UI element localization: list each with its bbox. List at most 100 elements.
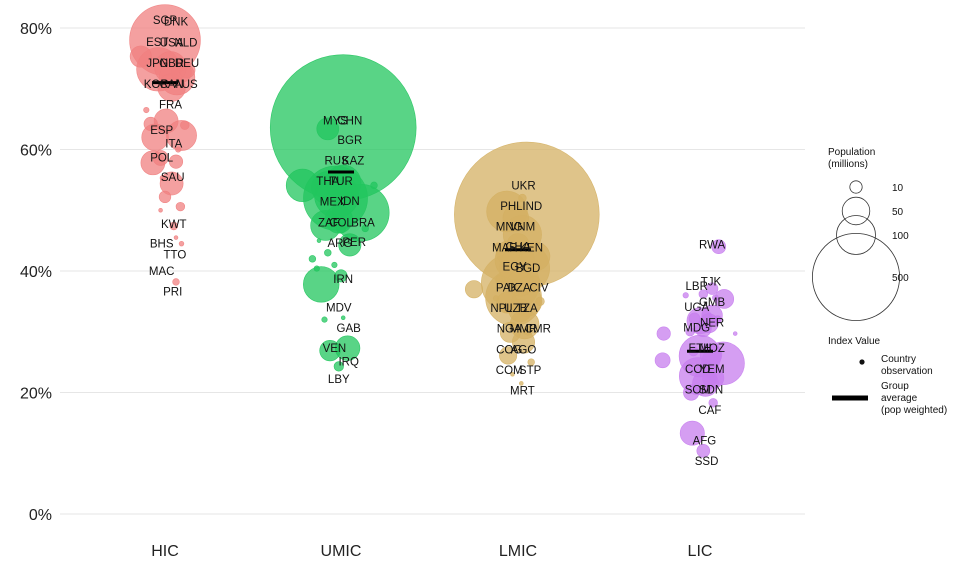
y-tick-label: 80% bbox=[20, 21, 52, 38]
country-bubble bbox=[699, 343, 723, 366]
country-code-label: CMR bbox=[525, 324, 551, 336]
country-bubble bbox=[335, 223, 347, 234]
country-bubble bbox=[316, 238, 322, 243]
country-code-label: TTO bbox=[164, 250, 187, 262]
country-code-label: BHS bbox=[150, 239, 174, 251]
country-bubble bbox=[702, 366, 725, 389]
country-code-label: ESP bbox=[150, 125, 173, 137]
country-code-label: DNK bbox=[164, 16, 189, 28]
country-bubble bbox=[129, 45, 152, 68]
country-code-label: SGP bbox=[153, 15, 178, 27]
data-points bbox=[129, 4, 745, 458]
country-bubble bbox=[705, 282, 719, 295]
country-code-label: LBY bbox=[328, 374, 350, 386]
country-code-label: AGO bbox=[511, 344, 537, 356]
country-bubble bbox=[321, 316, 328, 323]
country-bubble bbox=[711, 239, 727, 255]
country-bubble bbox=[510, 372, 515, 377]
country-code-label: COL bbox=[329, 217, 353, 229]
legend-size-circle bbox=[849, 180, 863, 194]
country-code-label: RUS bbox=[324, 155, 349, 167]
country-bubble bbox=[685, 327, 695, 337]
country-code-label: TZA bbox=[516, 303, 538, 315]
country-bubble bbox=[333, 361, 344, 372]
country-code-label: MOZ bbox=[699, 343, 725, 355]
country-bubble bbox=[311, 171, 345, 205]
legend-size-circle bbox=[836, 215, 876, 255]
y-axis-ticks: 0% 20% 40% 60% 80% bbox=[20, 21, 52, 524]
country-code-label: COD bbox=[685, 364, 711, 376]
country-bubble bbox=[679, 420, 705, 446]
country-code-label: SOM bbox=[685, 384, 711, 396]
y-tick-label: 0% bbox=[29, 507, 52, 524]
country-code-label: ITA bbox=[165, 138, 182, 150]
country-bubble bbox=[175, 201, 186, 212]
country-code-label: UKR bbox=[511, 180, 535, 192]
country-code-label: GMB bbox=[699, 297, 726, 309]
country-code-label: NGA bbox=[497, 324, 522, 336]
country-code-label: MMR bbox=[510, 324, 537, 336]
country-code-label: TJK bbox=[701, 276, 722, 288]
x-axis-categories: HIC UMIC LMIC LIC bbox=[151, 543, 712, 560]
country-bubble bbox=[464, 280, 484, 299]
country-bubble bbox=[502, 204, 530, 232]
country-bubble bbox=[499, 321, 521, 343]
country-bubble bbox=[331, 261, 338, 268]
country-bubble bbox=[175, 146, 182, 153]
country-code-label: IRQ bbox=[338, 357, 359, 369]
country-code-label: GAB bbox=[337, 323, 362, 335]
country-code-label: KEN bbox=[519, 242, 543, 254]
country-code-label: IND bbox=[522, 201, 542, 213]
country-bubble bbox=[694, 320, 712, 338]
legend-group-average: Group average (pop weighted) bbox=[881, 381, 947, 416]
country-bubble bbox=[340, 315, 346, 321]
country-code-label: CAN bbox=[159, 79, 183, 91]
country-bubble bbox=[178, 240, 185, 247]
country-bubble bbox=[338, 233, 362, 257]
country-bubble bbox=[499, 346, 518, 365]
country-bubble bbox=[713, 315, 722, 324]
country-code-label: BRA bbox=[351, 217, 375, 229]
country-bubble bbox=[732, 331, 738, 336]
country-code-label: MDV bbox=[326, 302, 352, 314]
legend-country-observation: Country observation bbox=[881, 354, 933, 377]
country-code-label: ETH bbox=[689, 343, 712, 355]
legend-size-label: 50 bbox=[892, 207, 904, 218]
country-bubble bbox=[180, 120, 190, 130]
country-bubble bbox=[172, 278, 180, 286]
country-code-label: LBR bbox=[686, 281, 708, 293]
country-bubble bbox=[143, 106, 150, 114]
country-code-label: YEM bbox=[700, 364, 725, 376]
country-code-label: MYS bbox=[323, 115, 348, 127]
x-category-label: UMIC bbox=[321, 543, 362, 560]
country-bubble bbox=[158, 208, 163, 213]
country-bubble bbox=[656, 326, 671, 341]
country-bubble bbox=[334, 269, 348, 283]
country-code-label: AFG bbox=[693, 435, 717, 447]
country-code-label: EGY bbox=[503, 262, 528, 274]
x-category-label: LIC bbox=[688, 543, 713, 560]
country-code-label: BGD bbox=[515, 263, 540, 275]
country-bubble bbox=[159, 174, 166, 182]
country-bubble bbox=[496, 291, 518, 314]
country-bubble bbox=[169, 221, 179, 231]
legend-population-title: Population (millions) bbox=[828, 147, 875, 170]
legend-index-title: Index Value bbox=[828, 336, 881, 347]
country-code-label: DZA bbox=[508, 282, 531, 294]
country-bubble bbox=[152, 150, 169, 166]
country-bubble bbox=[518, 193, 527, 203]
country-bubble bbox=[654, 352, 671, 369]
country-code-label: POL bbox=[150, 152, 174, 164]
x-category-label: LMIC bbox=[499, 543, 537, 560]
country-bubble bbox=[173, 235, 179, 240]
country-bubble bbox=[527, 358, 535, 366]
country-bubble bbox=[688, 312, 701, 325]
legend-size-circle bbox=[811, 232, 901, 322]
country-bubble bbox=[535, 296, 545, 307]
country-code-label: KAZ bbox=[342, 155, 364, 167]
country-code-label: UZB bbox=[504, 303, 527, 315]
country-code-label: TUR bbox=[329, 176, 353, 188]
country-bubble bbox=[143, 116, 158, 132]
country-code-label: CIV bbox=[529, 282, 549, 294]
